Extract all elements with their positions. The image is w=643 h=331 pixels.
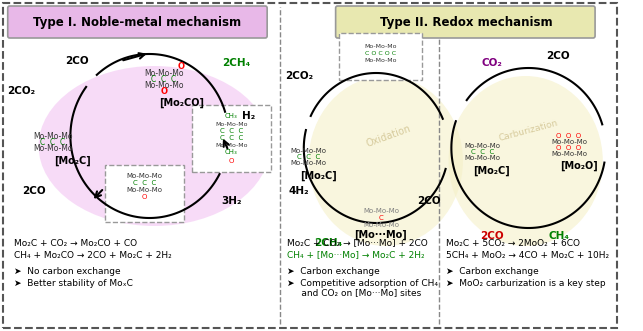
Text: O: O <box>229 158 234 164</box>
Text: Mo₂C + 5CO₂ → 2MoO₂ + 6CO: Mo₂C + 5CO₂ → 2MoO₂ + 6CO <box>446 239 579 248</box>
Text: Mo-Mo-Mo: Mo-Mo-Mo <box>33 144 73 153</box>
Text: ➤  MoO₂ carburization is a key step: ➤ MoO₂ carburization is a key step <box>446 278 605 288</box>
Text: 2CO: 2CO <box>417 196 441 206</box>
Text: ➤  Competitive adsorption of CH₄: ➤ Competitive adsorption of CH₄ <box>287 278 439 288</box>
Text: H₂: H₂ <box>242 111 255 121</box>
Text: Mo-Mo-Mo: Mo-Mo-Mo <box>551 151 587 157</box>
Text: Mo₂C + CO₂ → [Mo···Mo] + 2CO: Mo₂C + CO₂ → [Mo···Mo] + 2CO <box>287 239 428 248</box>
Text: CH₄ + [Mo···Mo] → Mo₂C + 2H₂: CH₄ + [Mo···Mo] → Mo₂C + 2H₂ <box>287 251 425 260</box>
Text: 2CO: 2CO <box>546 51 569 61</box>
Text: Mo-Mo-Mo: Mo-Mo-Mo <box>363 208 399 214</box>
Text: and CO₂ on [Mo···Mo] sites: and CO₂ on [Mo···Mo] sites <box>287 289 422 298</box>
Text: O  O  O: O O O <box>556 145 582 151</box>
Text: 4H₂: 4H₂ <box>289 186 309 196</box>
Text: ➤  Better stability of MoₓC: ➤ Better stability of MoₓC <box>14 278 133 288</box>
Text: Oxidation: Oxidation <box>365 123 412 149</box>
Text: Mo₂C + CO₂ → Mo₂CO + CO: Mo₂C + CO₂ → Mo₂CO + CO <box>14 239 138 248</box>
Text: Type I. Noble-metal mechanism: Type I. Noble-metal mechanism <box>33 16 241 28</box>
Text: Type II. Redox mechanism: Type II. Redox mechanism <box>379 16 552 28</box>
Text: 2CO₂: 2CO₂ <box>7 86 35 96</box>
Text: C  C  C: C C C <box>151 74 177 83</box>
Text: Mo-Mo-Mo: Mo-Mo-Mo <box>215 121 248 126</box>
Text: O: O <box>142 194 147 200</box>
Text: C  C  C: C C C <box>297 154 320 160</box>
FancyBboxPatch shape <box>336 6 595 38</box>
FancyBboxPatch shape <box>338 33 422 80</box>
FancyBboxPatch shape <box>3 3 617 328</box>
Text: [Mo···Mo]: [Mo···Mo] <box>354 230 407 240</box>
FancyBboxPatch shape <box>192 105 271 172</box>
Text: ➤  Carbon exchange: ➤ Carbon exchange <box>287 266 380 275</box>
Text: Carburization: Carburization <box>498 119 559 143</box>
Text: CH₃: CH₃ <box>225 149 238 155</box>
FancyBboxPatch shape <box>8 6 267 38</box>
Ellipse shape <box>448 76 602 246</box>
FancyBboxPatch shape <box>105 165 184 222</box>
Text: 5CH₄ + MoO₂ → 4CO + Mo₂C + 10H₂: 5CH₄ + MoO₂ → 4CO + Mo₂C + 10H₂ <box>446 251 609 260</box>
Text: [Mo₂C]: [Mo₂C] <box>300 171 337 181</box>
Text: C  C  C: C C C <box>41 137 66 147</box>
Text: 2CO₂: 2CO₂ <box>285 71 313 81</box>
Text: CO₂: CO₂ <box>482 58 502 68</box>
Text: Mo-Mo-Mo: Mo-Mo-Mo <box>144 69 184 77</box>
Text: Mo-Mo-Mo: Mo-Mo-Mo <box>365 43 397 49</box>
Text: CH₃: CH₃ <box>225 113 238 119</box>
Text: Mo-Mo-Mo: Mo-Mo-Mo <box>291 160 327 166</box>
Text: Mo-Mo-Mo: Mo-Mo-Mo <box>363 222 399 228</box>
Text: Mo-Mo-Mo: Mo-Mo-Mo <box>127 187 163 193</box>
Text: 2CO: 2CO <box>66 56 89 66</box>
Text: C  C  C: C C C <box>220 135 243 141</box>
Text: 2CH₄: 2CH₄ <box>314 238 342 248</box>
Text: C  C  C: C C C <box>471 149 494 155</box>
Text: Mo-Mo-Mo: Mo-Mo-Mo <box>551 139 587 145</box>
Text: Mo-Mo-Mo: Mo-Mo-Mo <box>464 143 500 149</box>
Text: Mo-Mo-Mo: Mo-Mo-Mo <box>291 148 327 154</box>
Ellipse shape <box>309 76 463 246</box>
Text: O  O  O: O O O <box>556 133 582 139</box>
Text: [Mo₂C]: [Mo₂C] <box>54 156 91 166</box>
Text: O: O <box>161 86 167 96</box>
Text: 2CO: 2CO <box>480 231 503 241</box>
Text: ➤  No carbon exchange: ➤ No carbon exchange <box>14 266 121 275</box>
Text: [Mo₂CO]: [Mo₂CO] <box>159 98 204 108</box>
Text: Mo-Mo-Mo: Mo-Mo-Mo <box>464 155 500 161</box>
Text: [Mo₂O]: [Mo₂O] <box>560 161 597 171</box>
Text: ➤  Carbon exchange: ➤ Carbon exchange <box>446 266 538 275</box>
Text: C O C O C: C O C O C <box>365 51 397 56</box>
Text: Mo-Mo-Mo: Mo-Mo-Mo <box>215 143 248 148</box>
Text: Mo-Mo-Mo: Mo-Mo-Mo <box>365 58 397 63</box>
Text: [Mo₂C]: [Mo₂C] <box>473 166 511 176</box>
Ellipse shape <box>39 66 270 226</box>
Text: CH₄ + Mo₂CO → 2CO + Mo₂C + 2H₂: CH₄ + Mo₂CO → 2CO + Mo₂C + 2H₂ <box>14 251 172 260</box>
Text: C  C  C: C C C <box>133 180 156 186</box>
Text: 3H₂: 3H₂ <box>221 196 242 206</box>
Text: Mo-Mo-Mo: Mo-Mo-Mo <box>33 131 73 140</box>
Text: C: C <box>379 215 383 221</box>
Text: 2CH₄: 2CH₄ <box>222 58 250 68</box>
Text: C  C  C: C C C <box>220 128 243 134</box>
Text: Mo-Mo-Mo: Mo-Mo-Mo <box>127 173 163 179</box>
Text: O: O <box>178 62 185 71</box>
Text: CH₄: CH₄ <box>549 231 570 241</box>
Text: Mo-Mo-Mo: Mo-Mo-Mo <box>144 80 184 89</box>
Text: 2CO: 2CO <box>22 186 46 196</box>
